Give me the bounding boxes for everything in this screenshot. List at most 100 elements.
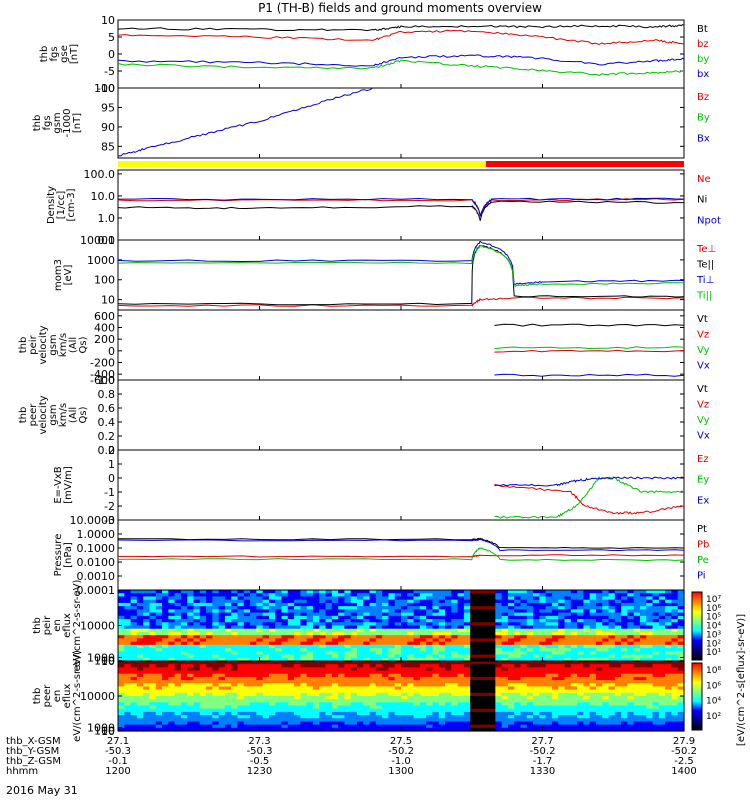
- spectrogram-cell: [658, 715, 666, 719]
- spectrogram-cell: [350, 635, 358, 640]
- spectrogram-cell: [495, 628, 503, 633]
- spectrogram-cell: [143, 648, 151, 652]
- spectrogram-cell: [369, 657, 377, 662]
- spectrogram-cell: [268, 689, 276, 694]
- spectrogram-cell: [646, 683, 654, 688]
- spectrogram-cell: [457, 661, 465, 665]
- spectrogram-cell: [401, 676, 408, 681]
- spectrogram-cell: [130, 625, 138, 630]
- spectrogram-cell: [401, 599, 408, 604]
- spectrogram-cell: [526, 696, 534, 700]
- spectrogram-cell: [287, 596, 295, 601]
- spectrogram-cell: [118, 718, 125, 723]
- spectrogram-cell: [608, 619, 616, 623]
- y-axis-label-line: thb: [18, 337, 29, 354]
- spectrogram-cell: [476, 680, 484, 684]
- spectrogram-cell: [489, 689, 496, 694]
- spectrogram-cell: [118, 590, 125, 594]
- spectrogram-cell: [319, 590, 327, 594]
- spectrogram-cell: [652, 622, 660, 627]
- spectrogram-cell: [671, 644, 679, 649]
- spectrogram-cell: [180, 667, 188, 672]
- spectrogram-cell: [394, 699, 402, 703]
- spectrogram-cell: [671, 708, 679, 713]
- spectrogram-cell: [193, 596, 201, 601]
- spectrogram-cell: [608, 648, 616, 652]
- spectrogram-cell: [677, 686, 685, 691]
- spectrogram-cell: [457, 676, 465, 681]
- spectrogram-cell: [539, 631, 547, 636]
- spectrogram-cell: [256, 721, 264, 726]
- spectrogram-cell: [331, 651, 339, 656]
- spectrogram-cell: [143, 670, 151, 675]
- spectrogram-cell: [639, 670, 647, 675]
- spectrogram-cell: [665, 715, 673, 719]
- spectrogram-cell: [451, 724, 459, 729]
- spectrogram-cell: [174, 670, 182, 675]
- spectrogram-cell: [149, 680, 157, 684]
- spectrogram-cell: [382, 689, 390, 694]
- spectrogram-cell: [507, 638, 515, 643]
- spectrogram-cell: [495, 612, 503, 617]
- spectrogram-cell: [206, 667, 213, 672]
- spectrogram-cell: [545, 721, 553, 726]
- spectrogram-cell: [438, 711, 446, 716]
- spectrogram-cell: [533, 699, 540, 703]
- spectrogram-cell: [149, 683, 157, 688]
- spectrogram-cell: [401, 644, 408, 649]
- spectrogram-cell: [281, 625, 289, 630]
- spectrogram-cell: [419, 628, 427, 633]
- spectrogram-cell: [457, 673, 465, 678]
- spectrogram-cell: [627, 673, 635, 678]
- spectrogram-cell: [250, 664, 257, 668]
- spectrogram-cell: [375, 651, 383, 656]
- legend-entry: Vx: [697, 361, 710, 372]
- spectrogram-cell: [419, 661, 427, 665]
- spectrogram-cell: [539, 641, 547, 646]
- spectrogram-cell: [482, 711, 490, 716]
- spectrogram-cell: [495, 702, 503, 707]
- spectrogram-cell: [243, 711, 251, 716]
- spectrogram-cell: [180, 593, 188, 598]
- spectrogram-cell: [136, 606, 144, 610]
- spectrogram-cell: [338, 670, 345, 675]
- spectrogram-cell: [218, 654, 226, 659]
- spectrogram-cell: [520, 667, 528, 672]
- spectrogram-cell: [206, 657, 213, 662]
- spectrogram-cell: [187, 635, 195, 640]
- spectrogram-cell: [306, 692, 314, 697]
- spectrogram-cell: [344, 718, 352, 723]
- spectrogram-cell: [294, 625, 301, 630]
- spectrogram-cell: [394, 718, 402, 723]
- spectrogram-cell: [118, 727, 125, 732]
- spectrogram-cell: [401, 667, 408, 672]
- spectrogram-cell: [306, 606, 314, 610]
- spectrogram-cell: [162, 596, 169, 601]
- spectrogram-cell: [331, 661, 339, 665]
- spectrogram-cell: [677, 590, 685, 594]
- spectrogram-cell: [199, 609, 207, 614]
- spectrogram-cell: [489, 664, 496, 668]
- spectrogram-cell: [243, 673, 251, 678]
- spectrogram-cell: [514, 686, 522, 691]
- spectrogram-cell: [639, 619, 647, 623]
- spectrogram-cell: [602, 664, 610, 668]
- spectrogram-cell: [533, 705, 540, 710]
- spectrogram-cell: [130, 622, 138, 627]
- spectrogram-cell: [614, 625, 622, 630]
- spectrogram-cell: [224, 724, 232, 729]
- spectrogram-cell: [671, 702, 679, 707]
- spectrogram-cell: [646, 644, 654, 649]
- spectrogram-cell: [162, 680, 169, 684]
- spectrogram-cell: [419, 593, 427, 598]
- spectrogram-cell: [294, 724, 301, 729]
- spectrogram-cell: [677, 651, 685, 656]
- spectrogram-cell: [501, 667, 509, 672]
- spectrogram-cell: [224, 651, 232, 656]
- spectrogram-cell: [149, 596, 157, 601]
- spectrogram-cell: [451, 718, 459, 723]
- spectrogram-cell: [180, 727, 188, 732]
- spectrogram-cell: [155, 606, 163, 610]
- spectrogram-cell: [602, 596, 610, 601]
